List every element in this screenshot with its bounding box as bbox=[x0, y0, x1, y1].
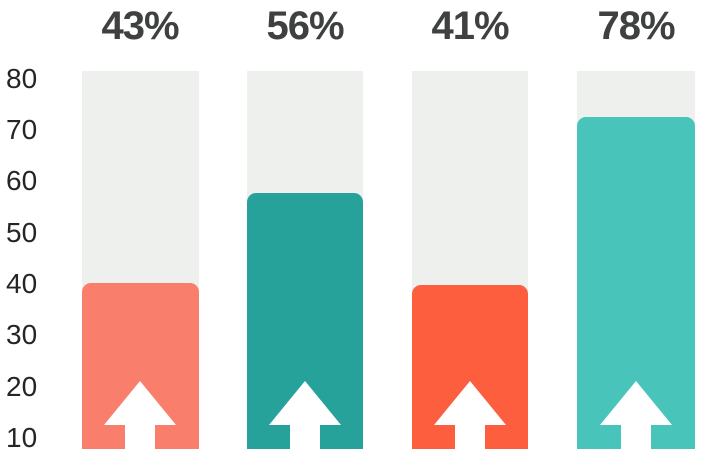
bar-track bbox=[247, 71, 363, 469]
up-arrow-icon bbox=[434, 381, 506, 469]
bar-track bbox=[577, 71, 695, 469]
up-arrow-shape bbox=[269, 381, 341, 469]
up-arrow-icon bbox=[269, 381, 341, 469]
up-arrow-shape bbox=[434, 381, 506, 469]
y-axis-tick: 20 bbox=[6, 371, 38, 402]
y-axis-tick: 40 bbox=[6, 268, 38, 299]
bar-track bbox=[82, 71, 199, 469]
up-arrow-shape bbox=[104, 381, 176, 469]
bar-value-label: 43% bbox=[101, 4, 179, 48]
y-axis-tick: 30 bbox=[6, 319, 38, 350]
y-axis-tick: 70 bbox=[6, 114, 38, 145]
bar-value-label: 56% bbox=[266, 4, 344, 48]
up-arrow-icon bbox=[104, 381, 176, 469]
y-axis-tick: 50 bbox=[6, 217, 38, 248]
bar-track bbox=[412, 71, 528, 469]
y-axis-tick: 80 bbox=[6, 63, 38, 94]
bar-value-label: 78% bbox=[597, 4, 675, 48]
up-arrow-shape bbox=[600, 381, 672, 469]
y-axis-tick: 10 bbox=[6, 422, 38, 453]
up-arrow-icon bbox=[600, 381, 672, 469]
bar-value-label: 41% bbox=[431, 4, 509, 48]
y-axis-tick: 60 bbox=[6, 165, 38, 196]
